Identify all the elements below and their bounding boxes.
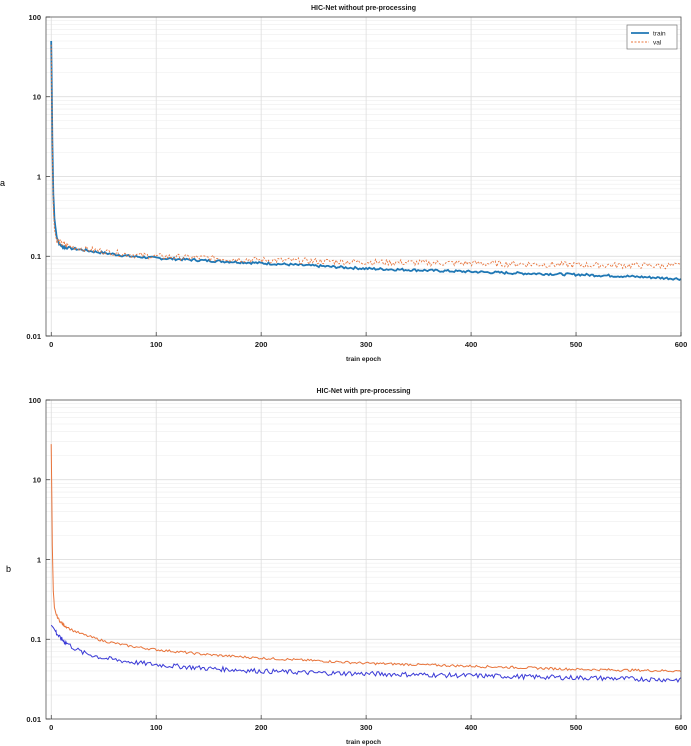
series-line-series-2: [50, 624, 682, 683]
series-line-val: [50, 44, 682, 270]
y-tick-label: 0.01: [26, 332, 41, 341]
x-tick-label: 400: [465, 723, 478, 732]
chart-panel-1: 0.01 0.1 1 10 100 0 100 200 300 400 500 600 HIC-Net …: [0, 5, 687, 363]
x-tick-label: 100: [150, 340, 163, 349]
x-tick-label: 400: [465, 340, 478, 349]
legend-label-train: train: [653, 30, 666, 37]
series-line-series-1: [50, 444, 682, 673]
panel-letter: b: [6, 564, 11, 574]
y-tick-label: 10: [33, 476, 41, 485]
x-tick-label: 300: [360, 340, 373, 349]
y-tick-label: 10: [33, 93, 41, 102]
y-tick-label: 1: [37, 172, 41, 181]
x-tick-label: 500: [570, 723, 583, 732]
x-axis-label: train epoch: [346, 356, 381, 363]
x-tick-label: 200: [255, 723, 268, 732]
x-tick-label: 200: [255, 340, 268, 349]
x-tick-label: 500: [570, 340, 583, 349]
x-tick-label: 0: [49, 723, 53, 732]
y-tick-label: 0.1: [31, 252, 41, 261]
y-tick-label: 100: [28, 13, 41, 22]
chart-panel-2: 0.01 0.1 1 10 100 0 100 200 300 400 500 600 HIC-Net …: [6, 388, 687, 746]
x-tick-label: 300: [360, 723, 373, 732]
y-tick-label: 100: [28, 396, 41, 405]
series-line-train: [50, 40, 682, 282]
legend-label-val: val: [653, 39, 662, 46]
gridlines: [46, 16, 682, 337]
panel-letter: a: [0, 178, 5, 188]
chart-title: HIC-Net with pre-processing: [316, 388, 410, 395]
x-tick-label: 0: [49, 340, 53, 349]
x-tick-label: 600: [675, 340, 688, 349]
x-tick-label: 600: [675, 723, 688, 732]
chart-title: HIC-Net without pre-processing: [311, 5, 416, 12]
x-axis-label: train epoch: [346, 739, 381, 746]
y-tick-label: 0.1: [31, 635, 41, 644]
y-tick-label: 1: [37, 555, 41, 564]
x-tick-label: 100: [150, 723, 163, 732]
legend: train val: [626, 24, 678, 50]
y-tick-label: 0.01: [26, 715, 41, 724]
